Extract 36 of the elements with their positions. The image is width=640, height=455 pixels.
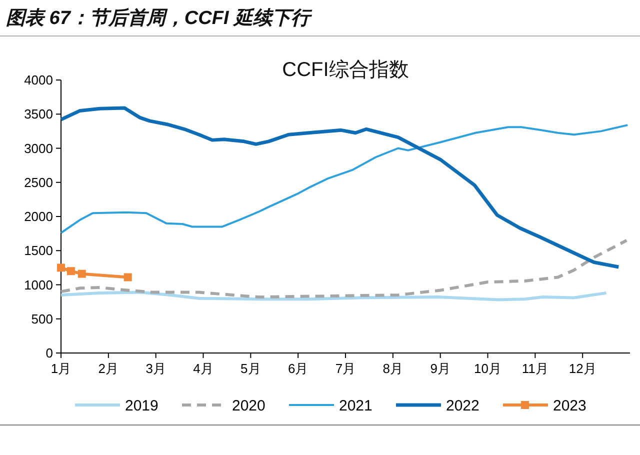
- line-series: [60, 290, 608, 302]
- x-tick-label: 5月: [240, 361, 261, 376]
- point: [124, 273, 132, 282]
- legend-label: 2022: [446, 397, 480, 414]
- legend-label: 2021: [339, 397, 372, 414]
- y-tick-label: 500: [31, 311, 53, 326]
- point: [78, 270, 86, 278]
- y-tick-label: 2500: [24, 174, 53, 190]
- line-series: [59, 106, 620, 269]
- y-tick-label: 3000: [24, 140, 53, 156]
- x-tick-label: 6月: [288, 361, 308, 376]
- x-tick-label: 7月: [335, 361, 356, 376]
- x-tick-label: 8月: [382, 361, 404, 376]
- x-tick-label: 10月: [474, 361, 502, 376]
- x-tick-label: 2月: [98, 361, 119, 376]
- x-tick-label: 12月: [568, 361, 596, 376]
- line-series: [60, 238, 628, 299]
- y-tick-label: 1500: [24, 243, 53, 258]
- chart-subtitle: 图表 67：节后首周，CCFI 延续下行: [6, 7, 314, 29]
- legend-label: 2019: [125, 397, 158, 414]
- x-tick-label: 9月: [430, 361, 450, 376]
- point: [57, 264, 65, 272]
- point: [66, 267, 75, 276]
- y-tick-label: 4000: [24, 72, 53, 88]
- legend-label: 2023: [553, 397, 586, 414]
- y-tick-label: 3500: [24, 106, 53, 122]
- x-tick-label: 4月: [193, 361, 214, 376]
- chart-title: CCFI综合指数: [282, 59, 409, 81]
- line-series: [60, 124, 629, 234]
- y-tick-label: 2000: [24, 209, 53, 224]
- x-tick-label: 3月: [146, 361, 166, 376]
- y-tick-label: 1000: [24, 277, 53, 292]
- x-tick-label: 11月: [522, 361, 548, 376]
- x-tick-label: 1月: [50, 361, 72, 376]
- y-tick-label: 0: [46, 346, 53, 361]
- legend-label: 2020: [232, 397, 266, 414]
